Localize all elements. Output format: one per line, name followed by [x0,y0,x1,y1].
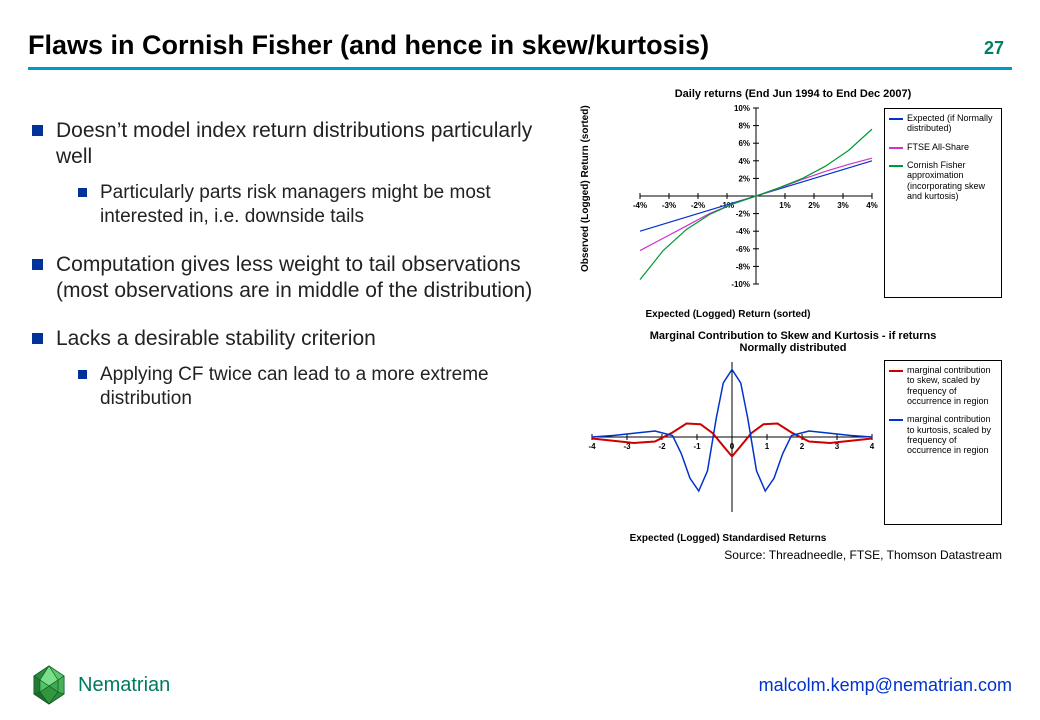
svg-text:4%: 4% [738,157,750,166]
chart-marginal-contribution: Marginal Contribution to Skew and Kurtos… [578,330,1008,544]
svg-text:-1: -1 [693,442,701,451]
sub-bullet-list: Particularly parts risk managers might b… [56,181,568,230]
legend-item: marginal contribution to kurtosis, scale… [889,414,997,455]
footer: Nematrian malcolm.kemp@nematrian.com [0,664,1040,706]
bullet-column: Doesn’t model index return distributions… [28,88,568,562]
svg-text:-2%: -2% [691,201,705,210]
legend-swatch [889,165,903,167]
bullet-item: Lacks a desirable stability criterionApp… [28,326,568,412]
svg-text:-4%: -4% [633,201,647,210]
svg-text:4: 4 [870,442,875,451]
svg-text:-8%: -8% [736,262,750,271]
legend-swatch [889,370,903,372]
chart2-title: Marginal Contribution to Skew and Kurtos… [578,330,1008,354]
svg-text:-10%: -10% [731,280,750,289]
svg-text:1%: 1% [779,201,791,210]
svg-text:3%: 3% [837,201,849,210]
contact-email: malcolm.kemp@nematrian.com [759,675,1012,696]
charts-column: Daily returns (End Jun 1994 to End Dec 2… [578,88,1008,562]
chart2-xlabel: Expected (Logged) Standardised Returns [578,533,878,544]
svg-text:-3%: -3% [662,201,676,210]
legend-label: marginal contribution to skew, scaled by… [907,365,997,406]
svg-text:2%: 2% [738,174,750,183]
svg-text:-4: -4 [588,442,596,451]
sub-bullet-item: Particularly parts risk managers might b… [74,181,568,230]
bullet-item: Doesn’t model index return distributions… [28,118,568,230]
body: Doesn’t model index return distributions… [28,88,1012,562]
chart2-plot: -4-3-2-101234 [578,356,878,526]
brand-name: Nematrian [78,674,170,697]
svg-text:-6%: -6% [736,245,750,254]
header: Flaws in Cornish Fisher (and hence in sk… [28,30,1012,61]
svg-text:-2: -2 [658,442,666,451]
source-text: Source: Threadneedle, FTSE, Thomson Data… [578,548,1008,562]
chart1-title: Daily returns (End Jun 1994 to End Dec 2… [578,88,1008,100]
chart1-plot: -4%-3%-2%-1%1%2%3%4%-10%-8%-6%-4%-2%2%4%… [578,102,878,302]
sub-bullet-item: Applying CF twice can lead to a more ext… [74,363,568,412]
legend-item: FTSE All-Share [889,142,997,152]
chart1-legend: Expected (if Normally distributed) FTSE A… [884,108,1002,298]
sub-bullet-list: Applying CF twice can lead to a more ext… [56,363,568,412]
svg-text:2%: 2% [808,201,820,210]
logo-block: Nematrian [28,664,170,706]
legend-label: Cornish Fisher approximation (incorporat… [907,160,997,201]
chart1-xlabel: Expected (Logged) Return (sorted) [578,309,878,320]
page-number: 27 [984,38,1012,59]
legend-item: Expected (if Normally distributed) [889,113,997,134]
bullet-item: Computation gives less weight to tail ob… [28,252,568,305]
legend-label: Expected (if Normally distributed) [907,113,997,134]
svg-text:6%: 6% [738,139,750,148]
slide: Flaws in Cornish Fisher (and hence in sk… [0,0,1040,720]
svg-text:1: 1 [765,442,770,451]
legend-swatch [889,419,903,421]
chart-daily-returns: Daily returns (End Jun 1994 to End Dec 2… [578,88,1008,320]
svg-text:8%: 8% [738,122,750,131]
svg-text:-2%: -2% [736,210,750,219]
svg-text:4%: 4% [866,201,878,210]
bullet-list: Doesn’t model index return distributions… [28,118,568,412]
svg-text:2: 2 [800,442,805,451]
title-underline [28,67,1012,70]
legend-swatch [889,147,903,149]
legend-label: marginal contribution to kurtosis, scale… [907,414,997,455]
slide-title: Flaws in Cornish Fisher (and hence in sk… [28,30,709,61]
svg-text:0: 0 [730,442,735,451]
chart2-legend: marginal contribution to skew, scaled by… [884,360,1002,525]
legend-item: Cornish Fisher approximation (incorporat… [889,160,997,201]
legend-label: FTSE All-Share [907,142,969,152]
chart1-ylabel: Observed (Logged) Return (sorted) [580,105,591,272]
legend-item: marginal contribution to skew, scaled by… [889,365,997,406]
logo-icon [28,664,70,706]
svg-text:10%: 10% [734,104,750,113]
legend-swatch [889,118,903,120]
svg-text:-4%: -4% [736,227,750,236]
